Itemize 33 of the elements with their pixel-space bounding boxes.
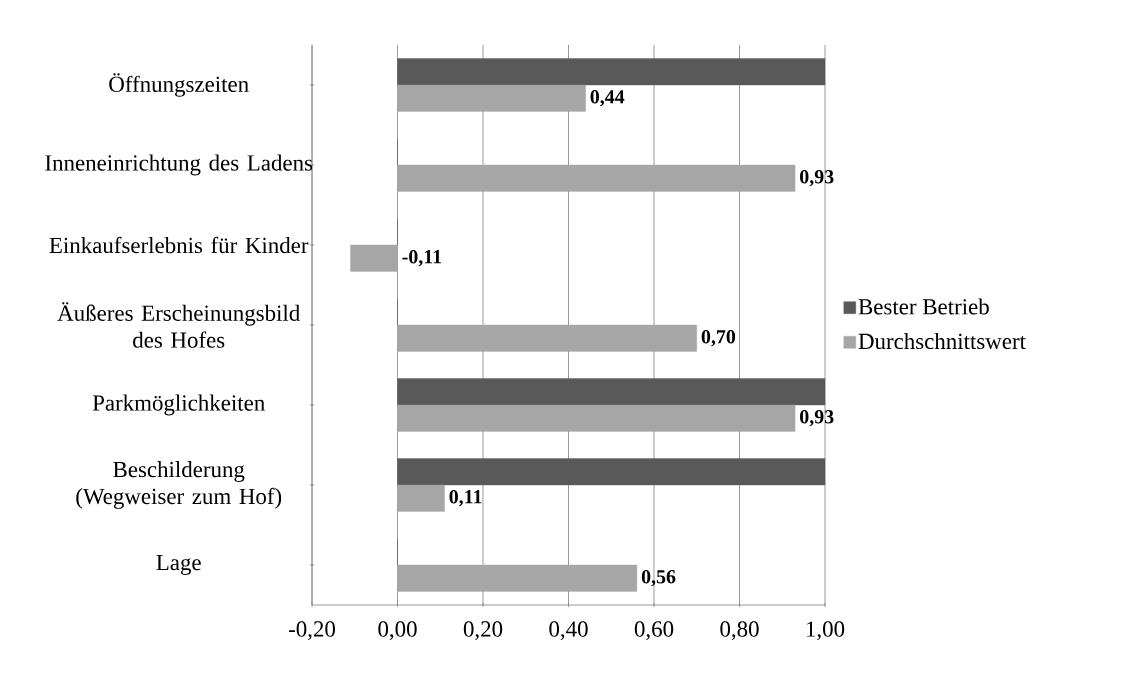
legend-label: Durchschnittswert	[858, 332, 1026, 350]
bar	[397, 58, 826, 86]
y-tick-label: Inneneinrichtung des Ladens	[45, 154, 313, 176]
x-tick-label: 0,40	[549, 621, 588, 641]
data-label: 0,56	[641, 570, 676, 587]
x-tick-label: -0,20	[288, 621, 336, 641]
data-label: 0,93	[800, 170, 834, 187]
bar	[350, 244, 398, 272]
bar	[397, 484, 445, 512]
data-label: 0,44	[590, 90, 625, 107]
y-tick-label: Beschilderung (Wegweiser zum Hof)	[76, 461, 282, 509]
bar	[397, 324, 697, 352]
x-tick-label: 0,60	[634, 621, 674, 641]
y-tick-label: Einkaufserlebnis für Kinder	[49, 236, 309, 254]
data-label: 0,70	[701, 330, 736, 347]
bar	[397, 404, 796, 432]
legend-label: Bester Betrieb	[858, 298, 989, 315]
data-label: -0,11	[402, 250, 442, 267]
bar	[397, 458, 826, 486]
x-tick-label: 1,00	[806, 621, 845, 641]
x-tick-label: 0,20	[463, 621, 503, 641]
bar	[397, 84, 586, 112]
data-label: 0,93	[800, 410, 834, 427]
bar	[397, 378, 826, 406]
y-tick-label: Äußeres Erscheinungsbild des Hofes	[57, 302, 300, 348]
data-label: 0,11	[449, 490, 482, 507]
x-tick-label: 0,00	[378, 621, 417, 641]
bar	[397, 564, 638, 592]
y-tick-label: Öffnungszeiten	[109, 73, 249, 97]
y-tick-label: Parkmöglichkeiten	[92, 394, 265, 416]
y-tick-label: Lage	[156, 555, 201, 575]
x-tick-label: 0,80	[720, 621, 759, 641]
bar	[397, 164, 796, 192]
